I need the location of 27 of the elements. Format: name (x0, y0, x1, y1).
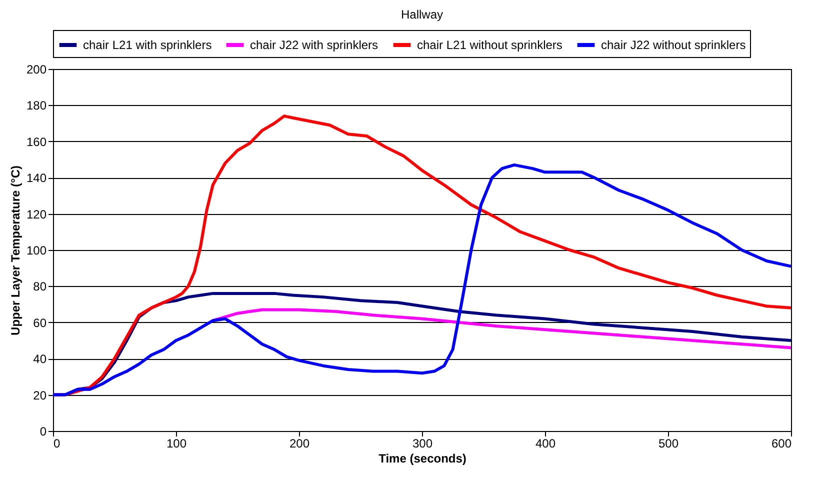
y-tick-label: 200 (26, 62, 47, 76)
chart-title: Hallway (400, 8, 444, 22)
y-tick-label: 120 (26, 207, 47, 222)
line-series (211, 308, 792, 350)
y-tick-label: 20 (33, 388, 47, 402)
line-series (52, 163, 792, 396)
y-tick-label: 100 (26, 244, 47, 258)
x-tick-label: 500 (658, 436, 679, 450)
y-tick-label: 140 (26, 171, 47, 186)
y-axis-title: Upper Layer Temperature (°C) (8, 166, 22, 336)
y-tick-label: 160 (26, 134, 47, 149)
x-axis-title: Time (seconds) (378, 452, 466, 466)
x-tick-label: 100 (166, 436, 187, 450)
legend-label: chair L21 with sprinklers (83, 38, 212, 52)
legend-label: chair L21 without sprinklers (417, 38, 562, 52)
legend-label: chair J22 without sprinklers (601, 38, 746, 52)
x-tick-label: 600 (771, 436, 792, 450)
x-tick-label: 0 (54, 436, 60, 450)
x-tick-label: 200 (289, 436, 310, 450)
legend-label: chair J22 with sprinklers (250, 38, 378, 52)
y-tick-label: 80 (33, 280, 47, 294)
y-tick-label: 0 (40, 424, 47, 438)
y-tick-label: 180 (26, 98, 47, 113)
y-tick-label: 40 (33, 352, 47, 366)
x-tick-label: 300 (412, 436, 433, 450)
y-tick-label: 60 (33, 316, 47, 330)
x-tick-label: 400 (535, 436, 556, 450)
